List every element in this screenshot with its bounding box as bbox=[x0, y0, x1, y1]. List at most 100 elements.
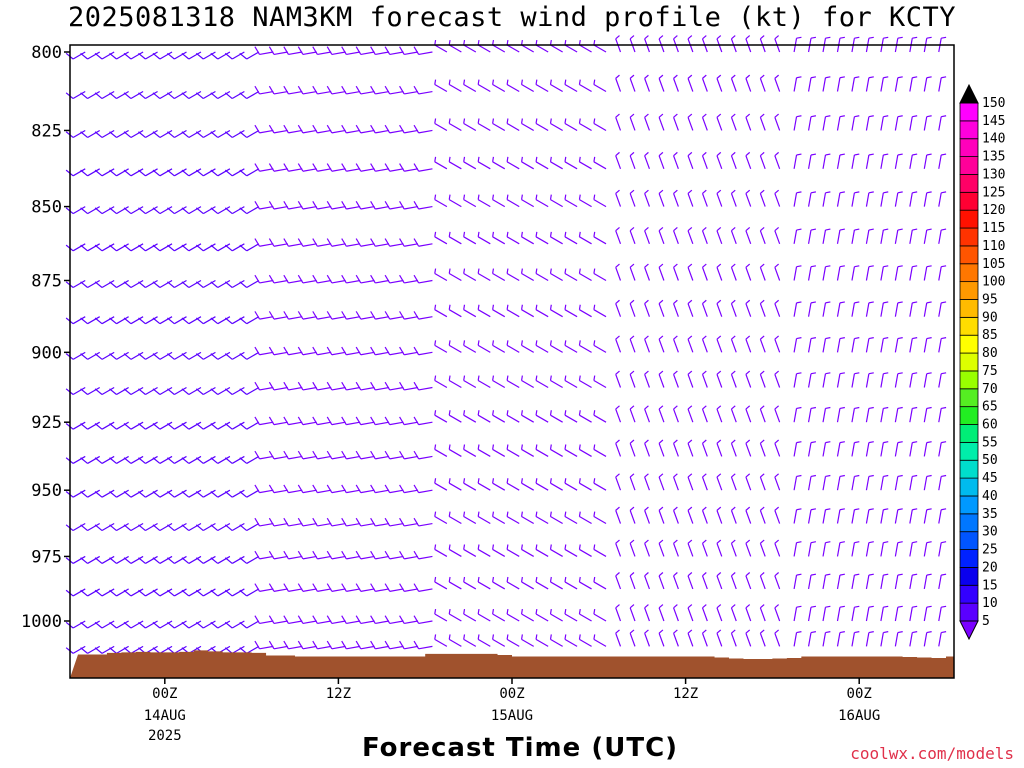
wind-barb bbox=[94, 523, 115, 532]
wind-barb bbox=[836, 191, 845, 207]
wind-barb bbox=[716, 604, 723, 622]
wind-barb bbox=[123, 523, 144, 532]
wind-barb bbox=[297, 311, 317, 320]
wind-barb bbox=[865, 115, 874, 131]
wind-barb bbox=[463, 444, 477, 457]
wind-barb bbox=[370, 583, 390, 592]
wind-barb bbox=[138, 129, 158, 138]
colorbar-swatch bbox=[959, 299, 979, 318]
wind-barb bbox=[312, 85, 332, 95]
wind-barb bbox=[355, 346, 375, 356]
wind-barb bbox=[477, 79, 491, 93]
wind-barb bbox=[593, 79, 607, 93]
wind-barb bbox=[80, 129, 100, 138]
wind-barb bbox=[865, 508, 874, 524]
wind-barb bbox=[564, 118, 578, 131]
y-tick-label: 900 bbox=[31, 343, 62, 363]
credit-link[interactable]: coolwx.com/models bbox=[850, 744, 1014, 763]
wind-barb bbox=[716, 572, 723, 590]
wind-barb bbox=[578, 576, 592, 590]
wind-barb bbox=[341, 124, 361, 134]
wind-barb bbox=[759, 506, 766, 524]
wind-barb bbox=[109, 51, 129, 60]
wind-barb bbox=[312, 274, 332, 284]
wind-barb bbox=[730, 439, 737, 457]
wind-barb bbox=[730, 35, 737, 53]
wind-barb bbox=[297, 238, 317, 247]
wind-barb bbox=[326, 615, 346, 625]
wind-barb bbox=[506, 39, 520, 53]
wind-barb bbox=[701, 263, 708, 281]
wind-barb bbox=[578, 79, 592, 93]
wind-barb bbox=[448, 544, 462, 557]
colorbar-swatch bbox=[959, 370, 979, 390]
colorbar-tick-label: 100 bbox=[982, 275, 1005, 290]
wind-barb bbox=[434, 79, 448, 93]
colorbar-swatch bbox=[959, 334, 979, 354]
wind-barb bbox=[434, 156, 448, 170]
colorbar-swatch bbox=[959, 209, 979, 229]
wind-barb bbox=[448, 444, 462, 457]
wind-barb bbox=[152, 523, 173, 532]
speed-colorbar: 5 10 15 20 25 30 35 40 45 50 55 60 65 70 75 80 85 90 95 100… bbox=[959, 83, 1005, 641]
wind-barb bbox=[774, 370, 781, 388]
wind-barb bbox=[909, 573, 918, 590]
wind-barb bbox=[880, 573, 889, 590]
colorbar-swatch bbox=[959, 513, 979, 533]
wind-barb bbox=[644, 35, 650, 53]
wind-barb bbox=[138, 455, 158, 464]
wind-barb bbox=[210, 386, 231, 396]
wind-barb bbox=[413, 200, 433, 210]
wind-barb bbox=[745, 506, 752, 524]
wind-barb bbox=[239, 351, 260, 360]
wind-barb bbox=[138, 523, 158, 532]
wind-barb bbox=[923, 541, 932, 557]
wind-barb bbox=[658, 506, 665, 524]
colorbar-swatch bbox=[959, 191, 979, 211]
wind-barb bbox=[297, 640, 317, 650]
wind-barb bbox=[492, 268, 506, 282]
wind-barb bbox=[94, 588, 115, 597]
wind-barb bbox=[254, 381, 274, 391]
wind-barb bbox=[865, 153, 874, 169]
wind-barb bbox=[239, 555, 260, 564]
wind-barb bbox=[239, 91, 260, 100]
wind-barbs-layer bbox=[65, 35, 947, 654]
wind-barb bbox=[730, 629, 737, 647]
wind-barb bbox=[355, 238, 375, 247]
wind-barb bbox=[549, 268, 563, 282]
colorbar-swatch bbox=[959, 316, 979, 336]
wind-barb bbox=[268, 238, 288, 247]
wind-barb bbox=[687, 113, 694, 131]
wind-barb bbox=[492, 511, 506, 525]
wind-barb bbox=[210, 206, 231, 215]
wind-barb bbox=[283, 615, 303, 625]
wind-barb bbox=[210, 421, 231, 430]
x-tick-label: 00Z bbox=[152, 686, 177, 702]
wind-barb bbox=[938, 76, 947, 92]
wind-barb bbox=[549, 511, 563, 525]
wind-barb bbox=[578, 544, 592, 557]
wind-barb bbox=[822, 406, 831, 423]
wind-barb bbox=[312, 640, 332, 650]
colorbar-tick-label: 70 bbox=[982, 382, 998, 397]
wind-barb bbox=[701, 539, 708, 557]
wind-barb bbox=[210, 588, 231, 597]
wind-barb bbox=[774, 189, 781, 207]
wind-barb bbox=[326, 46, 346, 56]
colorbar-tick-label: 5 bbox=[982, 614, 990, 629]
wind-barb bbox=[224, 421, 245, 430]
wind-barb bbox=[701, 473, 708, 491]
wind-barb bbox=[759, 572, 766, 590]
wind-barb bbox=[506, 268, 520, 282]
wind-barb bbox=[894, 153, 903, 169]
wind-barb bbox=[413, 640, 433, 650]
wind-barb bbox=[152, 588, 173, 597]
wind-barb bbox=[268, 484, 288, 494]
wind-barb bbox=[938, 541, 947, 557]
wind-barb bbox=[370, 416, 390, 426]
wind-barb bbox=[477, 544, 491, 557]
wind-barb bbox=[745, 370, 752, 388]
wind-barb bbox=[123, 421, 144, 430]
wind-barb bbox=[254, 274, 274, 284]
